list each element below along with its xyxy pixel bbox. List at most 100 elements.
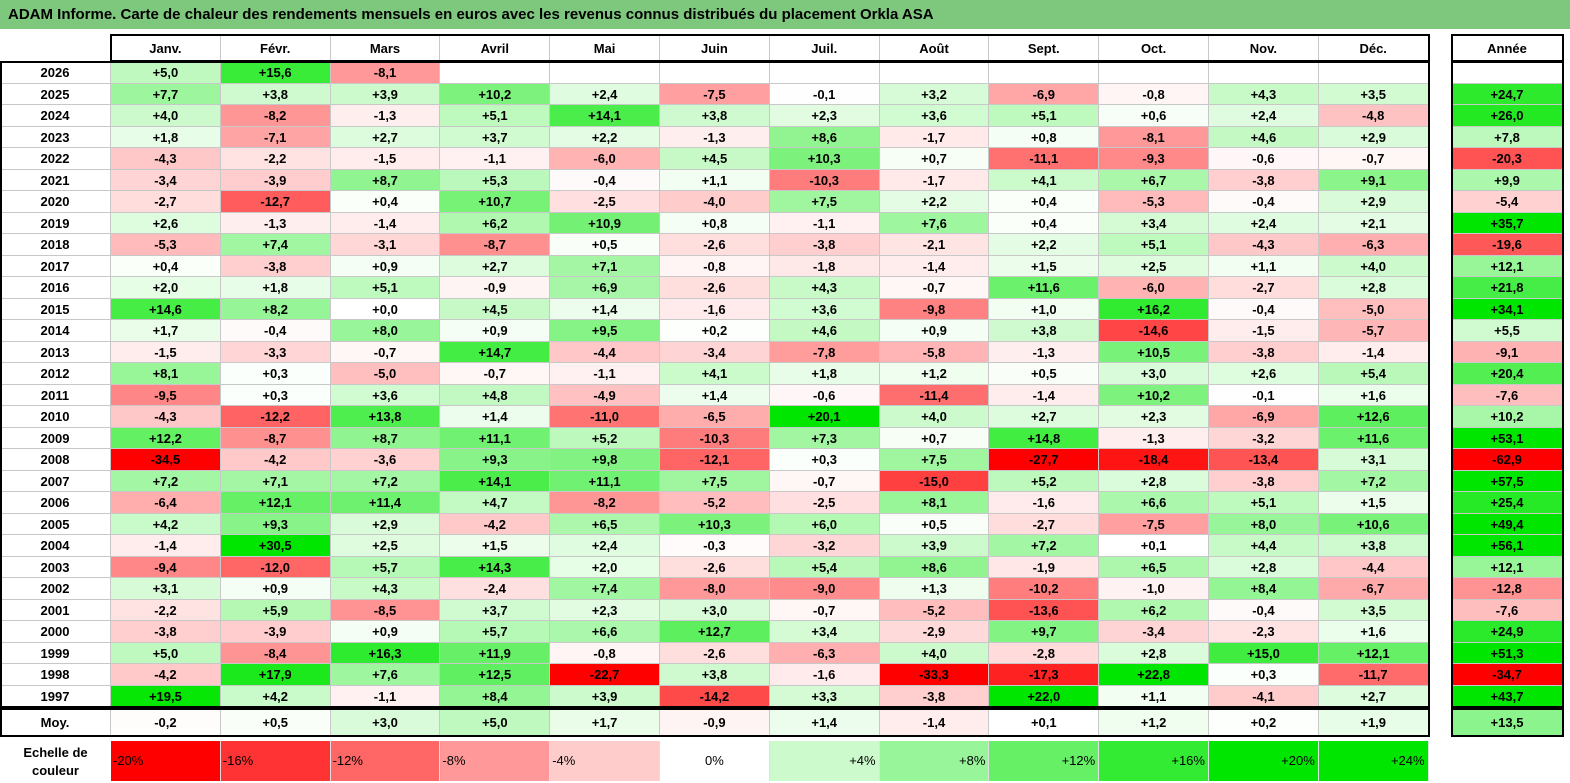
heatmap-cell: -1,3 xyxy=(989,341,1100,363)
heatmap-cell: +7,7 xyxy=(111,83,221,105)
heatmap-cell: +7,2 xyxy=(111,470,221,492)
heatmap-cell: +9,7 xyxy=(989,621,1100,643)
heatmap-cell: +7,3 xyxy=(769,427,880,449)
heatmap-cell: -9,4 xyxy=(111,556,221,578)
heatmap-cell: +7,1 xyxy=(550,255,660,277)
heatmap-cell: -15,0 xyxy=(879,470,990,492)
month-header: Juil. xyxy=(769,35,880,62)
heatmap-cell: +1,4 xyxy=(660,384,770,406)
heatmap-cell: -2,6 xyxy=(660,277,770,299)
heatmap-cell: +14,6 xyxy=(111,298,221,320)
row-year-label: 2008 xyxy=(0,449,111,471)
heatmap-cell: +7,2 xyxy=(330,470,441,492)
heatmap-cell: +3,6 xyxy=(769,298,880,320)
heatmap-cell: +1,5 xyxy=(989,255,1100,277)
heatmap-cell: +4,1 xyxy=(660,363,770,385)
annual-cell: +26,0 xyxy=(1452,105,1563,127)
heatmap-cell: +3,8 xyxy=(660,664,770,686)
row-year-label: 2015 xyxy=(0,298,111,320)
heatmap-cell: +9,5 xyxy=(550,320,660,342)
color-scale-item: +8% xyxy=(879,741,990,781)
row-year-label: 2014 xyxy=(0,320,111,342)
heatmap-cell: -0,8 xyxy=(660,255,770,277)
heatmap-cell: +6,7 xyxy=(1099,169,1209,191)
annual-cell: +25,4 xyxy=(1452,492,1563,514)
heatmap-cell: -3,8 xyxy=(220,255,331,277)
heatmap-cell: +5,1 xyxy=(330,277,441,299)
average-cell: +1,9 xyxy=(1318,709,1429,736)
heatmap-cell: +9,1 xyxy=(1318,169,1429,191)
color-scale-item: -4% xyxy=(550,741,660,781)
heatmap-cell: +8,4 xyxy=(440,685,551,707)
heatmap-cell: -11,7 xyxy=(1318,664,1429,686)
heatmap-cell: -1,3 xyxy=(660,126,770,148)
heatmap-cell: -3,6 xyxy=(330,449,441,471)
annual-cell: +10,2 xyxy=(1452,406,1563,428)
heatmap-cell: +1,1 xyxy=(1099,685,1209,707)
heatmap-cell: +2,9 xyxy=(330,513,441,535)
heatmap-cell: +5,1 xyxy=(1209,492,1319,514)
heatmap-cell: +10,3 xyxy=(769,148,880,170)
heatmap-cell: +5,7 xyxy=(440,621,551,643)
heatmap-cell: +7,1 xyxy=(220,470,331,492)
heatmap-cell: +12,1 xyxy=(1318,642,1429,664)
heatmap-cell: +12,6 xyxy=(1318,406,1429,428)
month-header: Déc. xyxy=(1318,35,1429,62)
heatmap-cell: -9,5 xyxy=(111,384,221,406)
color-scale-item: +12% xyxy=(989,741,1100,781)
heatmap-cell: +1,5 xyxy=(440,535,551,557)
heatmap-cell: +7,6 xyxy=(879,212,990,234)
heatmap-cell: -1,6 xyxy=(660,298,770,320)
report-title: ADAM Informe. Carte de chaleur des rende… xyxy=(0,0,1570,29)
heatmap-cell: +6,9 xyxy=(550,277,660,299)
heatmap-cell: -0,4 xyxy=(550,169,660,191)
heatmap-cell: +2,4 xyxy=(550,535,660,557)
heatmap-cell: -2,1 xyxy=(879,234,990,256)
heatmap-cell: +3,3 xyxy=(769,685,880,707)
color-scale-item: +16% xyxy=(1099,741,1209,781)
heatmap-cell: -6,9 xyxy=(1209,406,1319,428)
heatmap-cell: -1,3 xyxy=(220,212,331,234)
heatmap-cell: +2,1 xyxy=(1318,212,1429,234)
heatmap-cell: -0,4 xyxy=(1209,191,1319,213)
heatmap-cell: +11,9 xyxy=(440,642,551,664)
heatmap-cell: +0,4 xyxy=(989,212,1100,234)
heatmap-cell: -12,7 xyxy=(220,191,331,213)
heatmap-cell: +6,2 xyxy=(1099,599,1209,621)
heatmap-cell: -10,3 xyxy=(660,427,770,449)
heatmap-cell: -1,8 xyxy=(769,255,880,277)
annual-cell: +49,4 xyxy=(1452,513,1563,535)
heatmap-cell: +3,8 xyxy=(660,105,770,127)
heatmap-cell: +4,5 xyxy=(660,148,770,170)
heatmap-cell: -0,7 xyxy=(879,277,990,299)
heatmap-cell: +5,3 xyxy=(440,169,551,191)
heatmap-cell: +3,1 xyxy=(111,578,221,600)
heatmap-cell: +11,6 xyxy=(989,277,1100,299)
average-cell: +0,5 xyxy=(220,709,331,736)
heatmap-cell: -0,7 xyxy=(769,470,880,492)
heatmap-cell: +30,5 xyxy=(220,535,331,557)
heatmap-cell: +0,4 xyxy=(330,191,441,213)
heatmap-cell: -22,7 xyxy=(550,664,660,686)
heatmap-cell: +0,2 xyxy=(660,320,770,342)
heatmap-cell: -0,7 xyxy=(330,341,441,363)
heatmap-cell: -7,8 xyxy=(769,341,880,363)
heatmap-cell: -1,0 xyxy=(1099,578,1209,600)
heatmap-cell: -7,5 xyxy=(660,83,770,105)
heatmap-cell: -4,8 xyxy=(1318,105,1429,127)
color-scale-label: Echelle de couleur xyxy=(0,741,111,781)
month-header: Janv. xyxy=(111,35,221,62)
annual-cell: -7,6 xyxy=(1452,384,1563,406)
heatmap-cell: +2,0 xyxy=(111,277,221,299)
heatmap-cell: -0,4 xyxy=(1209,599,1319,621)
heatmap-cell: -14,6 xyxy=(1099,320,1209,342)
heatmap-cell: +10,6 xyxy=(1318,513,1429,535)
heatmap-cell: -6,7 xyxy=(1318,578,1429,600)
heatmap-cell: -6,3 xyxy=(769,642,880,664)
heatmap-cell: +0,5 xyxy=(550,234,660,256)
heatmap-cell: -1,1 xyxy=(550,363,660,385)
heatmap-cell: +8,2 xyxy=(220,298,331,320)
heatmap-cell: +17,9 xyxy=(220,664,331,686)
heatmap-cell: +0,3 xyxy=(220,363,331,385)
heatmap-cell: +16,2 xyxy=(1099,298,1209,320)
